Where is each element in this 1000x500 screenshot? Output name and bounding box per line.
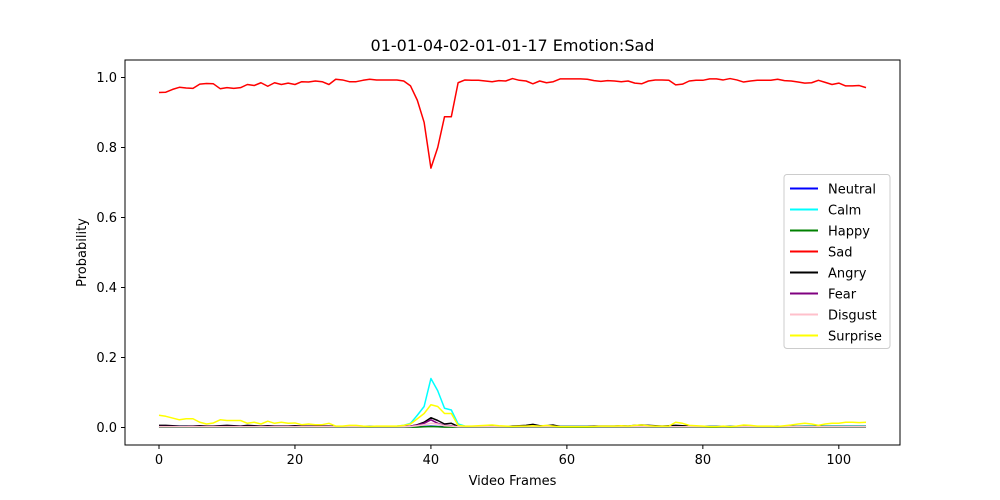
x-tick-label: 40 xyxy=(423,453,440,468)
legend-label-neutral: Neutral xyxy=(828,183,876,198)
x-axis-label: Video Frames xyxy=(469,474,557,489)
x-tick-label: 100 xyxy=(826,453,851,468)
series-line-sad xyxy=(158,77,867,169)
legend-label-happy: Happy xyxy=(828,225,870,240)
x-tick-label: 80 xyxy=(695,453,712,468)
legend-label-angry: Angry xyxy=(828,267,867,282)
x-tick-label: 0 xyxy=(155,453,163,468)
y-tick-label: 0.8 xyxy=(96,141,117,156)
chart-title: 01-01-04-02-01-01-17 Emotion:Sad xyxy=(371,36,655,55)
legend-label-calm: Calm xyxy=(828,204,861,219)
y-tick-label: 0.0 xyxy=(96,421,117,436)
plot-frame xyxy=(124,59,901,446)
legend-frame xyxy=(783,174,891,349)
y-axis: 0.0 0.2 0.4 0.6 0.8 1.0 xyxy=(96,71,125,436)
legend: Neutral Calm Happy Sad Angry Fear Disgust Surpr… xyxy=(783,174,891,349)
legend-label-disgust: Disgust xyxy=(828,309,877,324)
x-axis: 0 20 40 60 80 100 xyxy=(155,445,851,468)
x-tick-label: 60 xyxy=(559,453,576,468)
y-axis-label: Probability xyxy=(75,218,90,287)
legend-label-surprise: Surprise xyxy=(828,330,882,345)
series-line-surprise xyxy=(158,404,867,428)
legend-label-fear: Fear xyxy=(828,288,857,303)
y-tick-label: 1.0 xyxy=(96,71,117,86)
legend-label-sad: Sad xyxy=(828,246,852,261)
series-lines xyxy=(158,77,867,428)
y-tick-label: 0.4 xyxy=(96,281,117,296)
x-tick-label: 20 xyxy=(287,453,304,468)
y-tick-label: 0.2 xyxy=(96,351,117,366)
y-tick-label: 0.6 xyxy=(96,211,117,226)
